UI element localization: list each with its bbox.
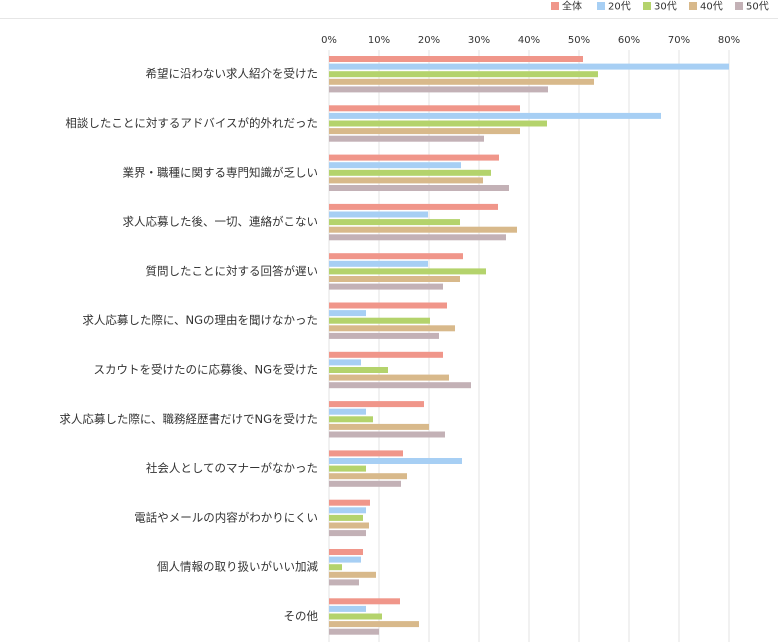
bar <box>329 78 594 85</box>
legend-label: 30代 <box>654 1 677 13</box>
bar <box>329 598 400 605</box>
bar <box>329 169 491 176</box>
x-tick-label: 30% <box>468 35 490 46</box>
legend-label: 全体 <box>562 0 582 13</box>
legend-swatch <box>643 2 651 10</box>
category-label: 希望に沿わない求人紹介を受けた <box>146 67 319 81</box>
category-label: 求人応募した際に、職務経歴書だけでNGを受けた <box>59 412 318 426</box>
bar <box>329 450 403 457</box>
bar <box>329 423 429 430</box>
bar <box>329 162 461 169</box>
bar <box>329 276 460 282</box>
legend-label: 20代 <box>608 1 631 13</box>
bar <box>329 556 361 563</box>
category-label: 求人応募した後、一切、連絡がこない <box>123 215 319 229</box>
bar <box>329 226 517 233</box>
bar <box>329 120 547 127</box>
bar <box>329 351 443 358</box>
bar <box>329 514 363 521</box>
bar <box>329 549 363 555</box>
x-tick-label: 50% <box>568 35 590 46</box>
bar <box>329 382 471 389</box>
bar <box>329 185 509 191</box>
bar <box>329 621 419 628</box>
bar <box>329 325 455 332</box>
bar <box>329 177 483 184</box>
bar <box>329 310 366 317</box>
bar <box>329 63 729 70</box>
bar <box>329 154 499 161</box>
bar <box>329 302 447 309</box>
category-label: 社会人としてのマナーがなかった <box>146 461 318 475</box>
x-tick-label: 0% <box>321 35 337 46</box>
bar <box>329 431 445 438</box>
x-tick-label: 80% <box>718 35 740 46</box>
bar <box>329 71 598 78</box>
legend-label: 40代 <box>700 1 723 13</box>
category-label: 電話やメールの内容がわかりにくい <box>134 510 318 524</box>
bar <box>329 219 460 226</box>
bar <box>329 401 424 408</box>
bar <box>329 499 370 506</box>
bar <box>329 507 366 514</box>
bar <box>329 283 443 290</box>
category-label: 業界・職種に関する専門知識が乏しい <box>123 165 319 179</box>
category-label: 質問したことに対する回答が遅い <box>146 264 319 278</box>
legend-swatch <box>597 2 605 10</box>
bar <box>329 203 498 210</box>
bar <box>329 571 376 578</box>
bar <box>329 112 661 119</box>
x-tick-label: 10% <box>368 35 390 46</box>
legend-swatch <box>551 2 559 10</box>
bar <box>329 268 486 275</box>
bar <box>329 579 359 586</box>
bar <box>329 317 430 324</box>
bar <box>329 260 428 267</box>
x-tick-label: 40% <box>518 35 540 46</box>
bar <box>329 564 342 571</box>
bar <box>329 367 388 373</box>
bar <box>329 458 462 464</box>
x-tick-label: 60% <box>618 35 640 46</box>
legend-swatch <box>735 2 743 10</box>
bar <box>329 359 361 366</box>
bar <box>329 416 373 423</box>
bar <box>329 56 583 62</box>
legend-swatch <box>689 2 697 10</box>
bar <box>329 408 366 415</box>
bar <box>329 253 463 260</box>
x-tick-label: 20% <box>418 35 440 46</box>
bar <box>329 613 382 620</box>
bar <box>329 628 379 635</box>
category-label: その他 <box>284 609 319 623</box>
bar <box>329 374 449 381</box>
bar <box>329 86 548 93</box>
bar <box>329 128 520 135</box>
bar <box>329 332 439 339</box>
bar <box>329 530 366 537</box>
bar <box>329 211 428 218</box>
bar <box>329 522 369 529</box>
category-label: 個人情報の取り扱いがいい加減 <box>157 560 318 574</box>
bar <box>329 480 401 487</box>
x-tick-label: 70% <box>668 35 690 46</box>
legend-label: 50代 <box>746 1 769 13</box>
bar <box>329 473 407 480</box>
bar <box>329 135 484 142</box>
category-label: スカウトを受けたのに応募後、NGを受けた <box>93 363 318 377</box>
bar <box>329 234 506 241</box>
bar <box>329 465 366 472</box>
bar <box>329 605 366 612</box>
category-label: 相談したことに対するアドバイスが的外れだった <box>65 116 318 130</box>
bar <box>329 105 520 112</box>
category-label: 求人応募した際に、NGの理由を聞けなかった <box>82 313 318 327</box>
